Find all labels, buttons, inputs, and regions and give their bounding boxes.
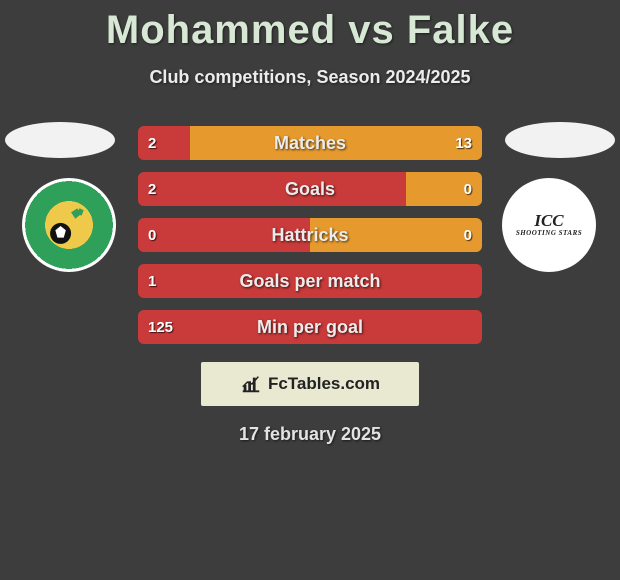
stat-bars: Matches213Goals20Hattricks00Goals per ma… (138, 126, 482, 344)
stat-row: Matches2 13 (138, 126, 482, 160)
stat-value-right: 0 (454, 218, 482, 252)
right-club-logo: ICC SHOOTING STARS (502, 178, 596, 272)
bar-chart-icon (240, 373, 262, 395)
stat-value-right: 0 (454, 172, 482, 206)
brand-text: FcTables.com (268, 374, 380, 394)
subtitle: Club competitions, Season 2024/2025 (0, 67, 620, 88)
soccer-ball-icon (48, 204, 90, 246)
stat-label: Goals per match (138, 264, 482, 298)
stat-row: Goals per match1 (138, 264, 482, 298)
right-logo-line2: SHOOTING STARS (516, 230, 582, 237)
stat-label: Hattricks (138, 218, 482, 252)
stat-row: Goals2 0 (138, 172, 482, 206)
left-club-logo (22, 178, 116, 272)
comparison-panel: ICC SHOOTING STARS Matches213Goals20Hatt… (0, 126, 620, 344)
right-player-marker (505, 122, 615, 158)
snapshot-date: 17 february 2025 (0, 424, 620, 445)
stat-value-right: 13 (445, 126, 482, 160)
stat-label: Matches (138, 126, 482, 160)
brand-badge: FcTables.com (201, 362, 419, 406)
stat-value-left: 2 (138, 126, 166, 160)
stat-value-left: 1 (138, 264, 166, 298)
stat-value-right (462, 310, 482, 344)
stat-row: Min per goal125 (138, 310, 482, 344)
stat-label: Goals (138, 172, 482, 206)
stat-row: Hattricks0 0 (138, 218, 482, 252)
stat-value-right (462, 264, 482, 298)
stat-value-left: 2 (138, 172, 166, 206)
stat-value-left: 0 (138, 218, 166, 252)
page-title: Mohammed vs Falke (0, 0, 620, 53)
left-player-marker (5, 122, 115, 158)
stat-label: Min per goal (138, 310, 482, 344)
stat-value-left: 125 (138, 310, 183, 344)
right-logo-line1: ICC (516, 212, 582, 230)
